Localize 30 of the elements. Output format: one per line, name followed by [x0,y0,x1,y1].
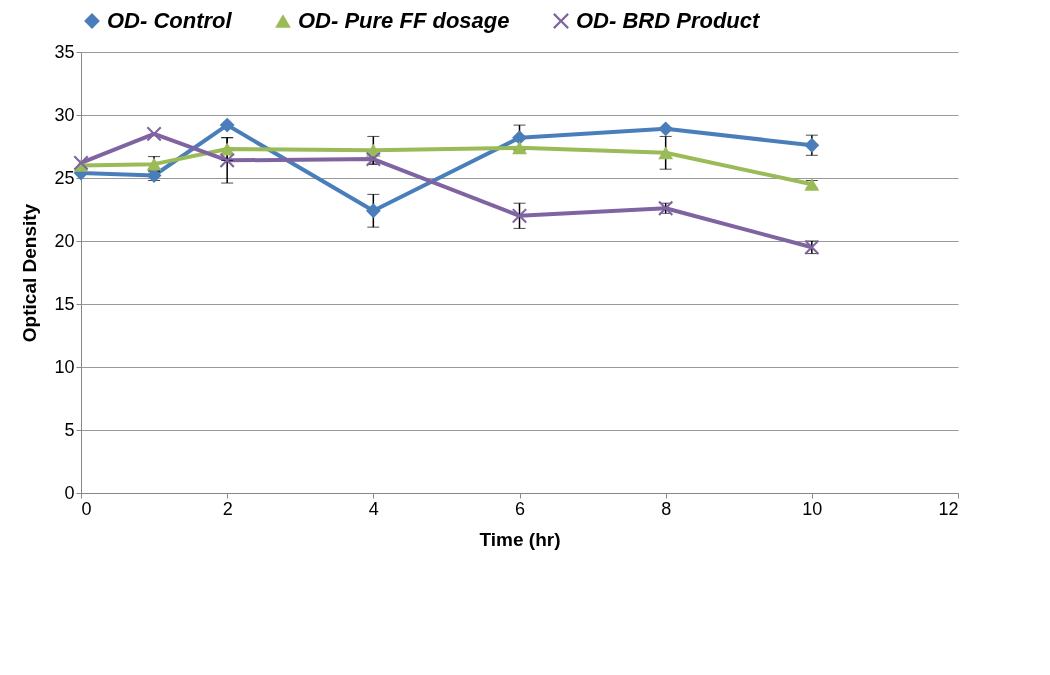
legend-label: OD- BRD Product [576,8,761,33]
point [512,208,527,224]
y-tick-label: 35 [54,41,75,62]
x-tick-label: 6 [514,498,526,519]
x-tick-label: 0 [81,498,92,519]
y-tick-label: 10 [54,356,75,377]
point [512,130,527,146]
point [804,137,820,153]
point [365,203,381,219]
x-tick-label: 10 [802,498,823,519]
point [219,152,235,168]
x-tick-label: 12 [938,498,959,519]
x-tick-label: 4 [368,498,379,519]
y-tick-label: 30 [54,104,75,125]
point [658,121,674,137]
y-tick-label: 15 [54,293,75,314]
y-tick-label: 25 [54,167,75,188]
legend-label: OD- Pure FF dosage [298,8,510,33]
y-tick-label: 5 [64,419,75,440]
y-axis-title: Optical Density [19,203,41,343]
y-tick-label: 20 [54,230,75,251]
x-axis-title: Time (hr) [479,528,561,550]
legend-label: OD- Control [107,8,233,33]
point [512,141,527,155]
point [658,146,674,160]
point [146,126,162,142]
y-tick-label: 0 [64,482,75,503]
point [219,117,235,133]
x-tick-label: 8 [661,498,672,519]
x-tick-label: 2 [222,498,233,519]
